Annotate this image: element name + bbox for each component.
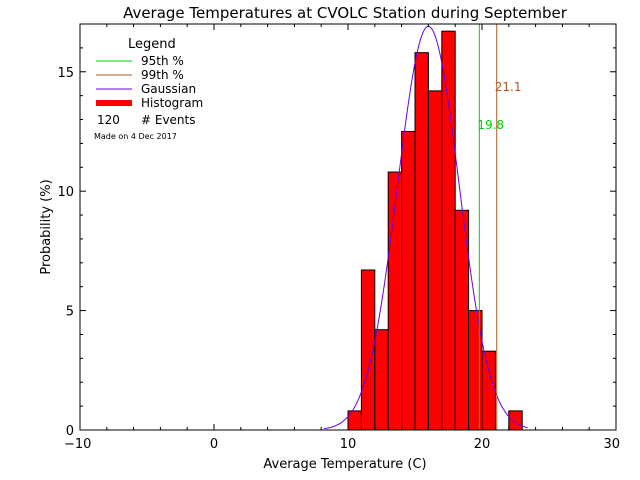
legend-entry-label: Histogram [141,96,203,110]
histogram-bar [414,52,429,431]
y-tick-label: 15 [57,66,74,81]
chart-title: Average Temperatures at CVOLC Station du… [123,4,568,22]
y-tick-label: 5 [66,305,74,320]
histogram-bar [508,410,523,431]
x-axis-ticks: −10 0 10 20 30 [64,24,620,452]
legend-events-label: # Events [141,113,196,127]
histogram-bar [427,90,443,431]
legend-entry-label: Gaussian [141,82,196,96]
y-tick-label: 0 [66,424,74,439]
legend-events-count: 120 [97,113,120,127]
x-axis-label: Average Temperature (C) [263,457,426,472]
histogram-bar [387,171,403,431]
x-tick-label: 20 [474,437,491,452]
percentile-lines: 19.8 21.1 [477,24,521,430]
y-tick-label: 10 [57,185,74,200]
x-tick-label: 30 [603,437,620,452]
gaussian-curve-group [323,25,528,430]
histogram-bar [374,329,389,431]
percentile-value-label: 19.8 [477,118,504,132]
gaussian-curve [323,25,528,430]
histogram-bar [481,350,496,431]
x-tick-label: −10 [64,437,91,452]
percentile-value-label: 21.1 [495,80,522,94]
x-tick-label: 0 [210,437,218,452]
x-tick-label: 10 [340,437,357,452]
histogram-bar [441,30,456,431]
legend-title: Legend [128,37,176,52]
legend-entry-label: 95th % [141,54,184,68]
y-axis-ticks: 0 5 10 15 [57,23,616,439]
legend-entry-label: 99th % [141,68,184,82]
y-axis-label: Probability (%) [39,179,54,274]
histogram-bar [401,130,416,431]
made-on-note: Made on 4 Dec 2017 [94,132,177,141]
